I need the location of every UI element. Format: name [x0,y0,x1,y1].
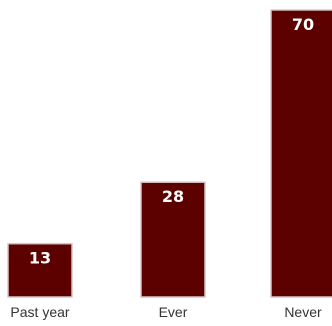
bar-past-year [7,242,73,298]
category-label-past-year: Past year [10,304,69,320]
category-label-never: Never [284,304,322,320]
bar-ever [140,181,206,298]
value-labels-group: 13 28 70 [29,15,314,268]
bar-never [270,9,332,298]
category-labels-group: Past year Ever Never [10,304,322,320]
value-label-never: 70 [292,15,314,34]
bars-group [7,9,332,298]
category-label-ever: Ever [159,304,188,320]
value-label-past-year: 13 [29,249,51,268]
value-label-ever: 28 [162,187,184,206]
